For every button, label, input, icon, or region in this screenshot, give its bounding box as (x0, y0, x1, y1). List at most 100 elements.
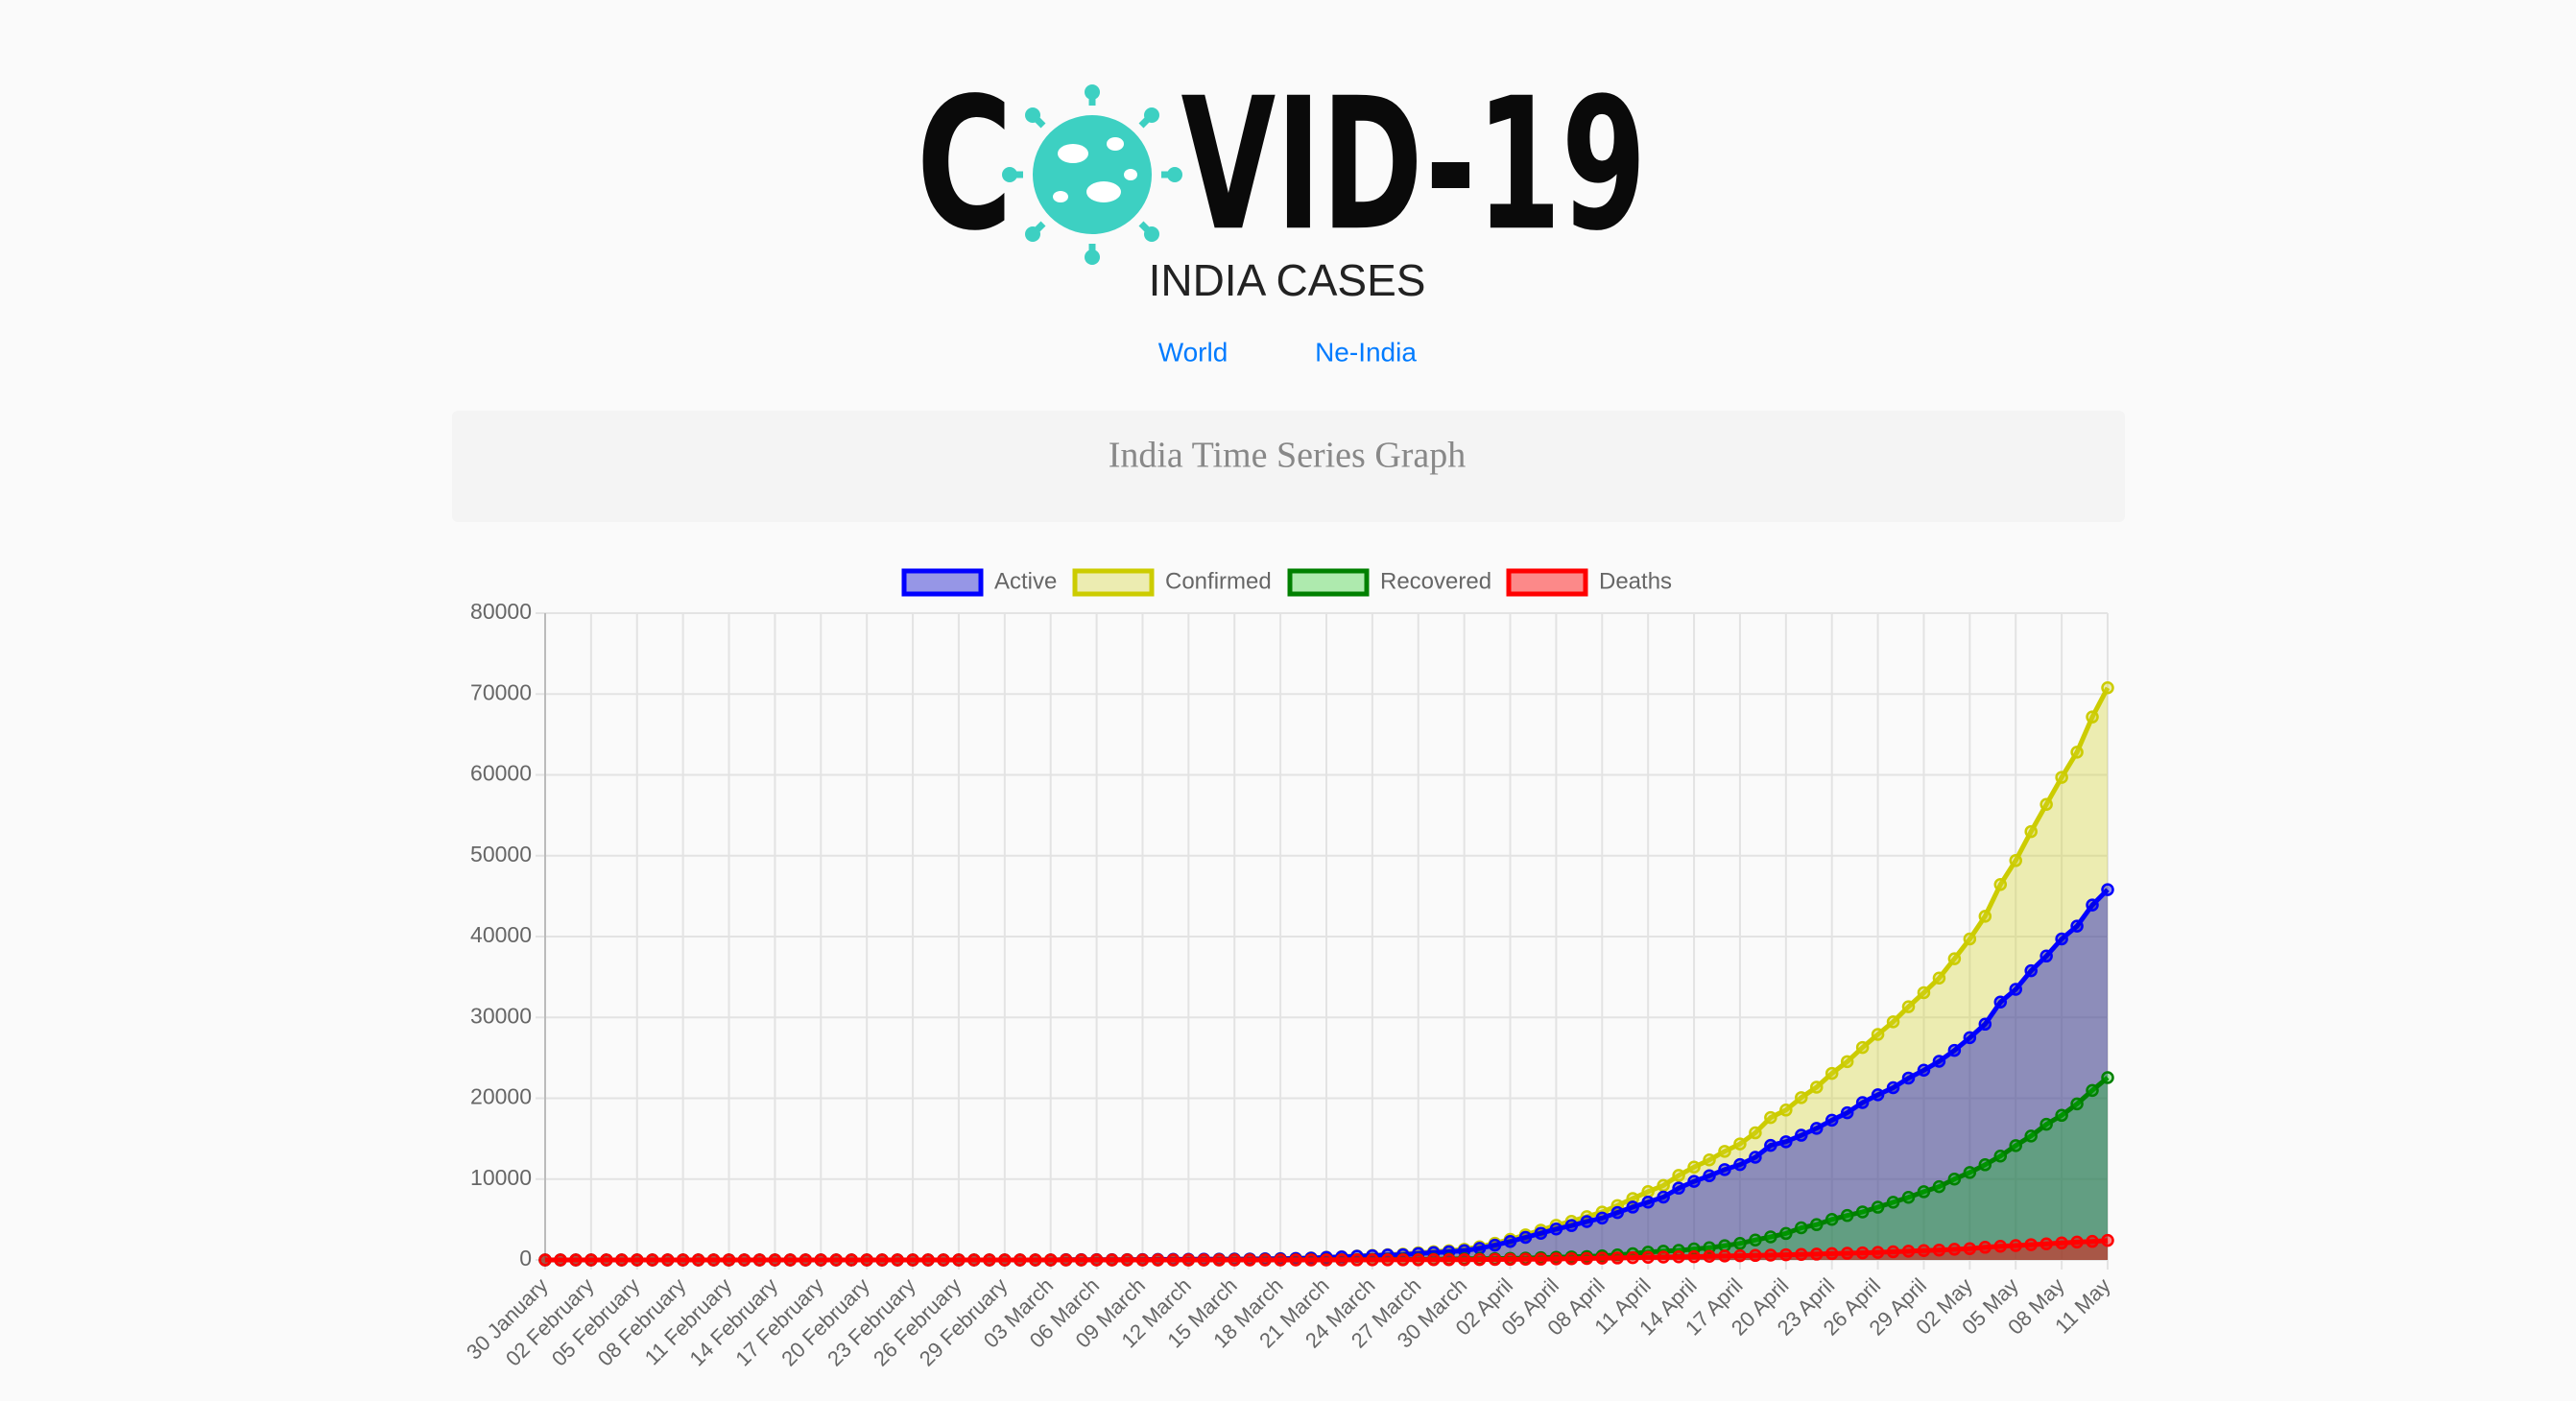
data-point (1855, 1246, 1870, 1260)
data-point (1135, 1253, 1150, 1267)
data-point (1488, 1238, 1502, 1252)
data-point (2024, 1129, 2038, 1143)
data-point (1304, 1253, 1318, 1267)
data-point (1855, 1205, 1870, 1219)
data-point (2055, 932, 2068, 946)
data-point (1396, 1253, 1410, 1267)
data-point (1855, 1040, 1870, 1055)
data-point (1901, 1071, 1916, 1085)
data-point (1932, 1243, 1946, 1257)
data-point (921, 1253, 935, 1267)
data-point (1809, 1218, 1824, 1231)
data-point (660, 1253, 675, 1267)
data-point (1335, 1253, 1348, 1267)
data-point (1779, 1226, 1793, 1241)
series-area (545, 1240, 2108, 1260)
data-point (814, 1253, 828, 1267)
data-point (1580, 1215, 1594, 1228)
logo-text: VID-19 (1181, 59, 1647, 271)
data-point (1825, 1113, 1839, 1128)
data-point (1795, 1128, 1808, 1142)
virus-icon (1002, 84, 1182, 265)
data-point (645, 1253, 659, 1267)
data-point (1840, 1105, 1854, 1120)
data-point (1151, 1253, 1165, 1267)
data-point (1718, 1249, 1731, 1263)
data-point (2039, 949, 2053, 963)
card-title: India Time Series Graph (1109, 436, 1467, 476)
data-point (1641, 1185, 1655, 1199)
y-tick-label: 50000 (470, 842, 532, 867)
data-point (1181, 1253, 1196, 1267)
data-point (722, 1253, 736, 1267)
legend-label: Recovered (1380, 568, 1491, 594)
data-point (983, 1253, 996, 1267)
data-point (1947, 1243, 1962, 1256)
data-point (1947, 952, 1962, 965)
nav-link[interactable]: World (1158, 337, 1228, 367)
legend-swatch (1287, 568, 1370, 597)
data-point (1549, 1252, 1563, 1266)
data-point (1703, 1249, 1716, 1263)
data-point (1993, 878, 2008, 891)
data-point (1549, 1223, 1563, 1236)
data-point (1764, 1110, 1777, 1125)
data-point (1825, 1066, 1839, 1080)
data-point (1749, 1248, 1762, 1263)
data-point (875, 1253, 889, 1267)
data-point (1809, 1080, 1824, 1094)
data-point (1503, 1235, 1517, 1248)
data-point (1120, 1253, 1134, 1267)
data-point (1672, 1169, 1685, 1182)
data-point (1580, 1251, 1594, 1266)
data-point (1993, 1239, 2008, 1253)
data-point (1028, 1253, 1042, 1267)
data-point (1626, 1200, 1639, 1214)
logo-text: C (917, 59, 1013, 273)
data-point (1917, 1185, 1931, 1199)
data-point (1703, 1153, 1716, 1167)
series-area (545, 687, 2108, 1260)
y-tick-label: 20000 (470, 1084, 532, 1109)
data-point (1043, 1253, 1058, 1267)
data-point (1350, 1253, 1364, 1267)
legend-swatch (901, 568, 984, 597)
data-point (2070, 919, 2084, 933)
data-point (1963, 1166, 1977, 1179)
data-point (706, 1253, 721, 1267)
data-point (538, 1253, 552, 1267)
data-point (1718, 1163, 1731, 1176)
data-point (937, 1253, 950, 1267)
data-point (2024, 824, 2038, 839)
data-point (1412, 1253, 1425, 1267)
data-point (1733, 1237, 1747, 1250)
y-tick-label: 30000 (470, 1003, 532, 1028)
data-point (1855, 1096, 1870, 1109)
data-point (1764, 1138, 1777, 1152)
data-point (1871, 1088, 1885, 1102)
data-point (1703, 1169, 1716, 1183)
data-point (584, 1253, 598, 1267)
data-point (1074, 1253, 1088, 1267)
data-point (2086, 1234, 2099, 1248)
data-point (829, 1253, 844, 1267)
data-point (1243, 1253, 1256, 1267)
data-point (1947, 1043, 1962, 1057)
data-point (1534, 1226, 1548, 1240)
data-point (2055, 1236, 2068, 1250)
data-point (891, 1253, 904, 1267)
data-point (1518, 1230, 1533, 1245)
data-point (1886, 1196, 1900, 1209)
data-point (2101, 1233, 2114, 1247)
data-point (2009, 1139, 2022, 1152)
data-point (1840, 1208, 1854, 1223)
data-point (1518, 1252, 1533, 1267)
data-point (1947, 1172, 1962, 1186)
y-tick-label: 60000 (470, 761, 532, 786)
data-point (860, 1253, 873, 1267)
series-area (545, 1078, 2108, 1260)
nav-link[interactable]: Ne-India (1315, 337, 1417, 367)
y-tick-label: 0 (519, 1246, 532, 1270)
data-point (1795, 1091, 1808, 1104)
